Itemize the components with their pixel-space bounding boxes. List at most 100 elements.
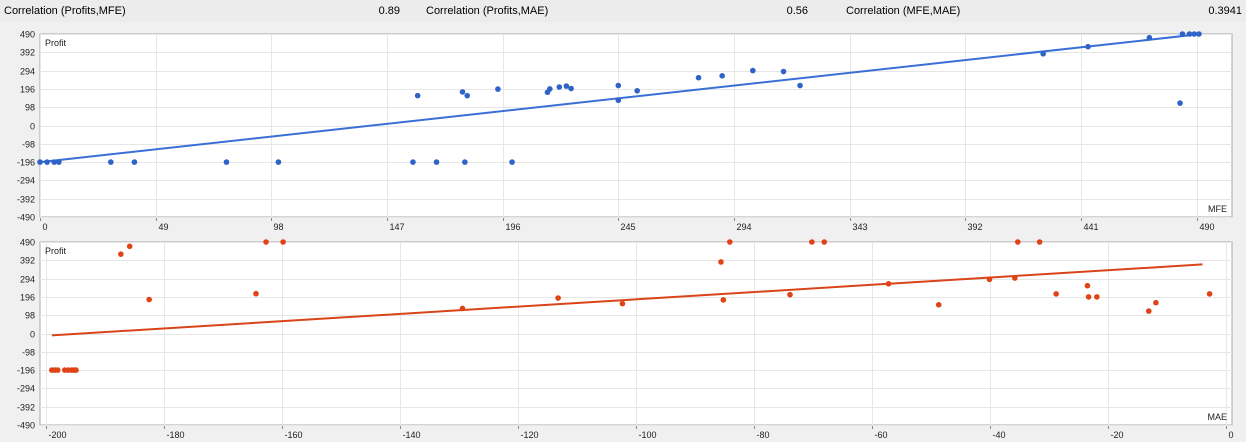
corr-profits-mae-value: 0.56 [786,5,808,17]
mae-chart-data-point [935,301,942,308]
mfe-chart-x-axis-label: MFE [1208,204,1227,214]
mae-chart-y-axis-label: Profit [45,246,67,256]
mae-chart-x-tick-label: -200 [49,430,67,440]
mfe-chart-data-point [695,74,702,81]
mfe-chart-data-point [37,159,43,165]
mae-chart-x-tick-label: -120 [521,430,539,440]
mae-chart-y-tick-label: 392 [20,256,35,266]
mfe-chart-data-point [464,92,471,99]
mae-chart-data-point [1036,239,1043,245]
mae-chart-data-point [73,367,79,373]
mfe-chart-y-tick-label: -392 [17,195,35,205]
mae-chart-x-tick-label: -180 [167,430,185,440]
mae-chart-data-point [809,239,815,245]
mae-chart-x-tick-label: -40 [993,430,1006,440]
mfe-chart-y-axis-label: Profit [45,38,67,48]
mfe-chart-data-point [750,67,756,74]
mfe-chart-data-point [719,73,725,79]
mae-chart-data-point [263,239,269,245]
mae-chart-data-point [1014,239,1021,245]
mfe-chart-data-point [495,86,501,92]
mfe-chart-data-point [1191,31,1198,37]
mfe-chart-y-tick-label: -490 [17,213,35,223]
mfe-chart-y-tick-label: 196 [20,85,35,95]
mfe-chart-data-point [1085,43,1091,50]
mfe-chart-y-tick-label: 392 [20,48,35,58]
mfe-chart-y-tick-label: 294 [20,67,35,77]
mfe-chart-data-point [433,159,440,165]
mae-chart-data-point [727,239,733,245]
mfe-chart-x-tick-label: 490 [1200,222,1215,232]
mfe-chart-data-point [51,159,57,165]
mfe-chart-data-point [634,87,640,94]
mae-chart-y-tick-label: 294 [20,275,35,285]
mfe-chart-data-point [414,92,421,99]
mae-chart-y-tick-label: -196 [17,366,35,376]
mae-chart-data-point [1053,291,1059,297]
mae-chart-data-point [118,251,124,257]
mae-chart-trendline [51,263,1203,337]
mae-chart-y-tick-label: -98 [22,348,35,358]
mfe-chart-data-point [410,159,416,165]
mfe-chart-data-point [44,159,50,165]
mfe-chart-data-point [780,68,787,75]
mae-chart-y-tick-label: -490 [17,421,35,431]
mfe-chart-data-point [509,159,515,165]
mae-chart-data-point [146,296,152,303]
mfe-chart-data-point [1179,31,1186,37]
mfe-chart-data-point [462,159,468,165]
mae-chart-y-tick-label: 196 [20,293,35,303]
mae-chart-data-point [1084,282,1091,289]
mae-chart-data-point [253,290,259,297]
mae-chart-data-point [619,300,626,307]
mfe-chart-y-tick-label: -294 [17,176,35,186]
mfe-chart-y-tick-label: 98 [25,103,35,113]
mfe-chart-data-point [1146,34,1153,41]
mfe-chart-data-point [797,82,803,89]
mae-chart-data-point [126,243,133,250]
mae-chart-x-tick-label: -100 [639,430,657,440]
mae-chart-y-tick-label: -392 [17,403,35,413]
mae-chart-y-tick-label: 0 [30,330,35,340]
mfe-chart-data-point [459,89,466,95]
mfe-chart-x-tick-label: 441 [1084,222,1099,232]
profit-vs-mfe-chart: 0 49 98 147 196 245 294 343 392 441 490 490 392 294 19… [17,30,1233,232]
mfe-chart-data-point [275,159,282,165]
mae-chart-x-tick-label: -60 [875,430,888,440]
mfe-chart-data-point [556,84,563,90]
mae-chart-data-point [280,239,286,245]
corr-mfe-mae-value: 0.3941 [1208,5,1242,17]
mae-chart-data-point [718,259,724,265]
mfe-chart-data-point [547,86,553,92]
mfe-chart-y-tick-label: 0 [30,122,35,132]
mae-chart-y-tick-label: 490 [20,238,35,248]
mae-chart-y-tick-label: 98 [25,311,35,321]
mfe-chart-x-tick-label: 392 [968,222,983,232]
mae-chart-data-point [54,367,61,373]
mfe-chart-y-tick-label: -98 [22,140,35,150]
mfe-chart-data-point [615,97,622,104]
mae-chart-x-tick-label: -160 [285,430,303,440]
mae-chart-data-point [1206,291,1213,297]
mae-chart-x-axis-label: MAE [1207,412,1227,422]
mfe-chart-trendline [39,33,1202,164]
mfe-chart-x-tick-label: 196 [506,222,521,232]
corr-profits-mfe-label: Correlation (Profits,MFE) [4,5,126,17]
corr-profits-mae-label: Correlation (Profits,MAE) [426,5,549,17]
mfe-chart-y-tick-label: 490 [20,30,35,40]
corr-mfe-mae-label: Correlation (MFE,MAE) [846,5,961,17]
mae-chart-data-point [555,295,561,301]
mae-chart-data-point [1094,294,1100,300]
mae-chart-data-point [821,239,828,245]
mfe-chart-data-point [56,159,62,165]
profit-vs-mae-chart: -200 -180 -160 -140 -120 -100 -80 -60 -40 -20 0490… [17,238,1234,441]
mae-chart-x-tick-label: -20 [1111,430,1124,440]
mfe-chart-x-tick-label: 0 [43,222,48,232]
mfe-chart-x-tick-label: 147 [390,222,405,232]
mfe-chart-data-point [131,159,138,165]
mae-chart-data-point [885,281,892,287]
mae-chart-data-point [1085,294,1092,300]
mfe-chart-data-point [615,82,622,89]
mae-chart-x-tick-label: 0 [1229,430,1234,440]
mae-chart-data-point [986,276,993,283]
